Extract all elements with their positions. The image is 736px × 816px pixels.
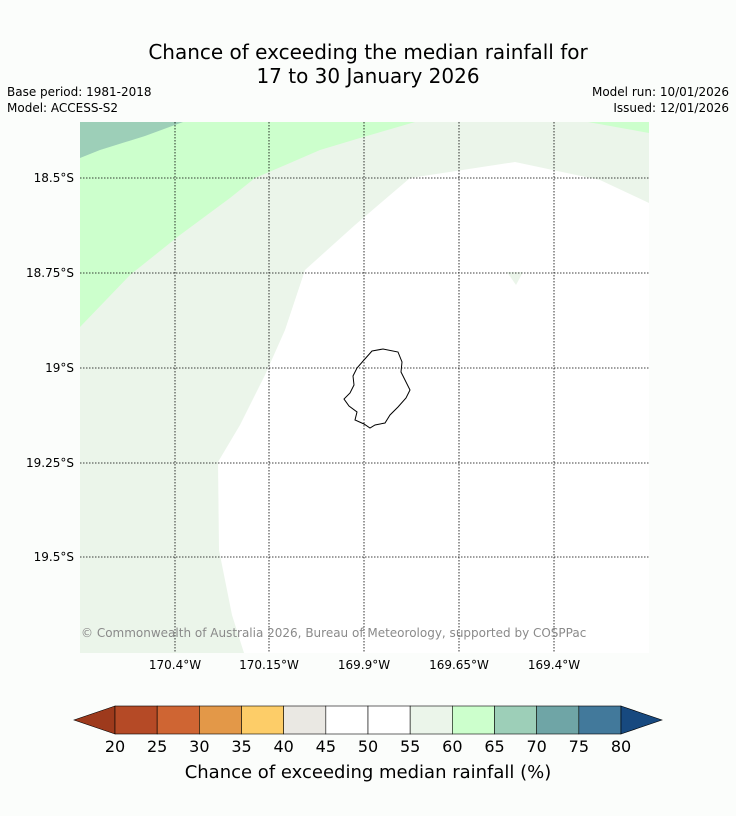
colorbar-label: Chance of exceeding median rainfall (%) [184,762,552,783]
colorbar-tick-label: 60 [442,737,463,756]
base-period: Base period: 1981-2018 [7,85,152,99]
colorbar-tick-label: 20 [104,737,126,756]
lat-label-19: 19°S [45,361,74,375]
lon-label-169-4: 169.4°W [527,658,581,672]
map-title-line1: Chance of exceeding the median rainfall … [148,40,588,64]
colorbar-tick-label: 55 [399,737,421,756]
lat-label-19-25: 19.25°S [26,456,74,470]
island-outline [343,348,411,429]
colorbar-tick-label: 50 [357,737,379,756]
lat-label-18-5: 18.5°S [33,171,74,185]
colorbar-tick-label: 25 [146,737,168,756]
zone-60-65 [80,122,649,653]
lon-label-170-15: 170.15°W [239,658,299,672]
lon-label-169-65: 169.65°W [429,658,489,672]
colorbar-tick-label: 45 [315,737,336,756]
colorbar-bin [367,705,411,735]
lon-label-169-9: 169.9°W [337,658,391,672]
colorbar-bin [241,705,284,735]
colorbar-tick-label: 40 [273,737,294,756]
colorbar-bin [409,705,453,735]
colorbar-bin [325,705,369,735]
model-name: Model: ACCESS-S2 [7,101,119,115]
model-run: Model run: 10/01/2026 [591,85,729,99]
lat-label-18-75: 18.75°S [26,266,74,280]
colorbar [73,705,663,735]
colorbar-tick-label: 70 [526,737,547,756]
colorbar-bin [452,705,495,735]
colorbar-arrow-high [620,705,663,735]
zone-65-70-ne [588,122,649,133]
zone-small-notch [507,272,523,285]
lat-label-19-5: 19.5°S [33,550,74,564]
lon-label-170-4: 170.4°W [148,658,202,672]
colorbar-bin [536,705,580,735]
colorbar-bin [578,705,622,735]
colorbar-bin [494,705,537,735]
zone-70-75 [80,122,183,158]
copyright-notice: © Commonwealth of Australia 2026, Bureau… [81,626,587,640]
colorbar-bin [199,705,242,735]
colorbar-bin [156,705,200,735]
map-title-line2: 17 to 30 January 2026 [256,64,480,88]
colorbar-bin [114,705,158,735]
zone-65-70 [80,122,415,327]
colorbar-tick-label: 35 [231,737,252,756]
colorbar-tick-label: 80 [610,737,632,756]
colorbar-arrow-low [73,705,116,735]
colorbar-tick-label: 30 [189,737,210,756]
colorbar-bin [283,705,327,735]
colorbar-tick-label: 75 [568,737,589,756]
issued-date: Issued: 12/01/2026 [613,101,729,115]
gridlines [80,122,649,653]
colorbar-tick-label: 65 [484,737,505,756]
